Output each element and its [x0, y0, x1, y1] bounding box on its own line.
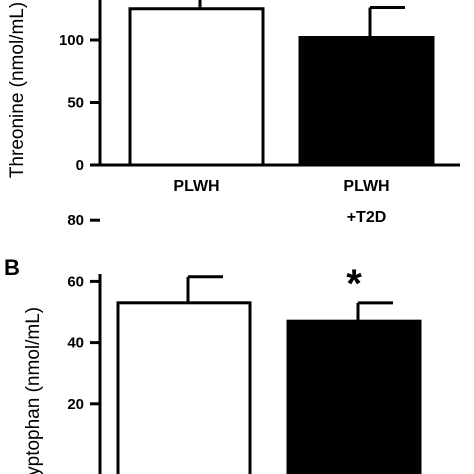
bar	[286, 319, 422, 474]
y-tick-label: 60	[67, 273, 84, 290]
y-axis-label: Tryptophan (nmol/mL)	[23, 307, 44, 474]
significance-marker: *	[346, 262, 362, 306]
y-tick-label: 50	[67, 95, 84, 112]
y-tick-label: 20	[67, 396, 84, 413]
y-tick-label: 40	[67, 335, 84, 352]
y-tick-label: 100	[59, 32, 84, 49]
panel-label: B	[4, 255, 20, 280]
bar	[128, 7, 265, 167]
x-category-label: PLWH	[343, 178, 389, 195]
y-tick-label: 0	[76, 157, 84, 174]
y-tick-label: 80	[67, 212, 84, 229]
bar	[116, 301, 252, 474]
chart-panel-b: 20 40 60 80 Tryptophan (nmol/mL) B *	[4, 212, 422, 474]
chart-panel-a: 0 50 100 Threonine (nmol/mL) PLWH PLWH +T2D	[7, 0, 460, 226]
y-axis-label: Threonine (nmol/mL)	[7, 2, 28, 178]
x-category-label: +T2D	[347, 209, 387, 226]
x-category-label: PLWH	[173, 178, 219, 195]
bar	[298, 36, 435, 167]
